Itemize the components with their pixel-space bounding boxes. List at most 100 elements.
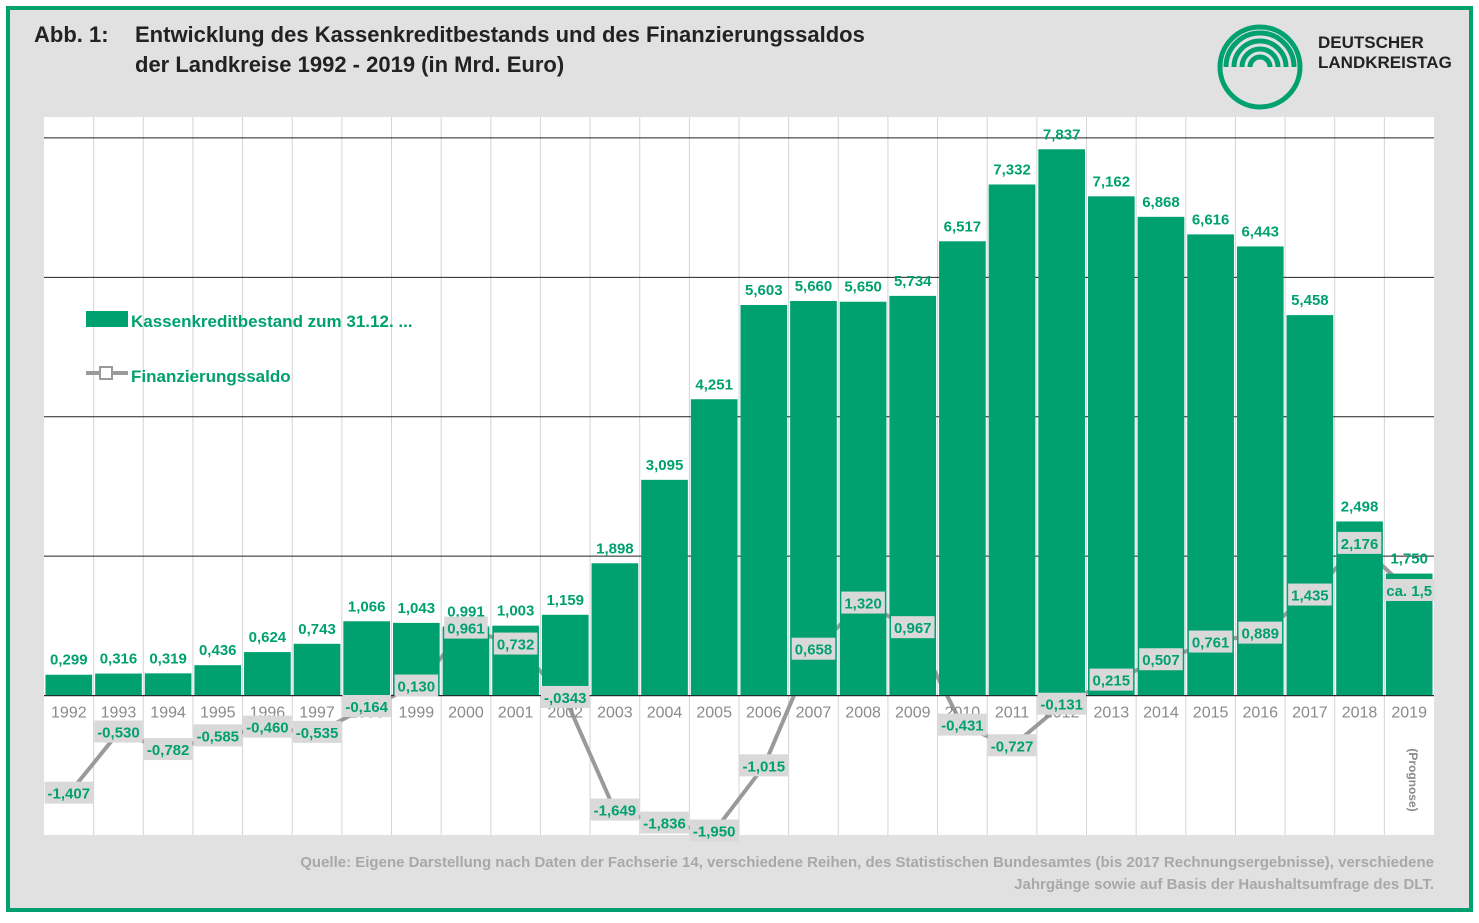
x-tick-label: 2009 xyxy=(895,705,931,722)
bar xyxy=(591,563,639,696)
line-label-box xyxy=(44,781,94,804)
line xyxy=(67,541,1411,834)
plot: 0,299 0,316 0,319 0,436 0,624 0,743 1,066 1,043… xyxy=(44,117,1436,842)
figure-label: Abb. 1: xyxy=(34,22,109,47)
line-label-box xyxy=(1139,648,1183,671)
line-label-box xyxy=(987,734,1037,757)
line-label-box xyxy=(292,720,342,743)
line-label-box xyxy=(1383,579,1436,602)
x-tick-label: 2007 xyxy=(796,705,832,722)
bar xyxy=(541,614,589,696)
line-label: 0,761 xyxy=(1192,635,1230,652)
bar-label: 7,162 xyxy=(1093,173,1131,190)
bar xyxy=(1038,149,1086,696)
x-tick-label: 2005 xyxy=(696,705,732,722)
chart-title: Entwicklung des Kassenkreditbestands und… xyxy=(135,22,865,47)
annotation: (Prognose) xyxy=(1406,748,1420,811)
bar xyxy=(740,305,788,696)
legend-label: Kassenkreditbestand zum 31.12. ... xyxy=(131,312,413,331)
bar xyxy=(95,673,142,696)
bar-label: 0,991 xyxy=(447,604,485,621)
legend-swatch xyxy=(86,311,128,327)
line-label: -0,460 xyxy=(246,720,289,737)
x-tick-label: 2004 xyxy=(647,705,683,722)
line-label: -0,431 xyxy=(941,718,984,735)
x-tick-label: 1995 xyxy=(200,705,236,722)
logo-text: LANDKREISTAG xyxy=(1318,53,1452,72)
bar xyxy=(293,643,341,696)
line-label: -1,649 xyxy=(594,803,637,820)
line-label: -0,585 xyxy=(196,728,239,745)
bar xyxy=(144,673,192,696)
x-tick-label: 1994 xyxy=(150,705,186,722)
bar xyxy=(839,301,887,696)
line-label-box xyxy=(841,591,885,614)
line-label: -1,407 xyxy=(48,786,91,803)
bar-label: 0,436 xyxy=(199,642,237,659)
logo-text: DEUTSCHER xyxy=(1318,33,1424,52)
x-tick-label: 2001 xyxy=(498,705,534,722)
line-label-box xyxy=(640,811,689,834)
line-label-box xyxy=(243,715,292,738)
line-label-box xyxy=(689,819,739,842)
line-label-box xyxy=(493,632,538,655)
line-label: 0,732 xyxy=(497,637,535,654)
legend-marker xyxy=(99,366,113,380)
line-label-box xyxy=(143,738,193,761)
chart-title: der Landkreise 1992 - 2019 (in Mrd. Euro… xyxy=(135,52,564,77)
bar-label: 5,650 xyxy=(844,279,882,296)
bar-label: 6,517 xyxy=(944,218,982,235)
bar-label: 0,319 xyxy=(149,650,187,667)
x-tick-label: 2003 xyxy=(597,705,633,722)
line-label-box xyxy=(1037,692,1086,715)
bar-label: 1,750 xyxy=(1390,551,1428,568)
bar-label: 1,003 xyxy=(497,603,535,620)
bar-label: 1,159 xyxy=(546,592,584,609)
line-label: -0,727 xyxy=(991,738,1034,755)
x-tick-label: 2008 xyxy=(845,705,881,722)
bar-label: 6,616 xyxy=(1192,211,1230,228)
line-label-box xyxy=(1288,583,1332,606)
line-label-box xyxy=(394,674,439,697)
line-label: -1,836 xyxy=(643,816,686,833)
line-label: 1,320 xyxy=(844,596,882,613)
line-label: -0,782 xyxy=(147,742,190,759)
bar xyxy=(244,652,291,696)
bar-label: 0,316 xyxy=(100,651,138,668)
x-tick-label: 2011 xyxy=(995,705,1030,722)
x-tick-label: 2002 xyxy=(547,705,583,722)
line-label-box xyxy=(791,637,836,660)
x-tick-label: 2013 xyxy=(1094,705,1130,722)
bar-label: 3,095 xyxy=(646,457,684,474)
line-label: 0,961 xyxy=(447,621,485,638)
bar-label: 4,251 xyxy=(695,376,733,393)
bar-label: 6,443 xyxy=(1241,223,1279,240)
bar xyxy=(45,674,93,696)
logo-mark xyxy=(1217,24,1303,110)
source: Jahrgänge sowie auf Basis der Haushaltsu… xyxy=(1014,876,1434,893)
line-label: -,0343 xyxy=(544,690,587,707)
line-label-box xyxy=(590,798,640,821)
line-label: 0,967 xyxy=(894,620,932,637)
line-label: -0,164 xyxy=(345,699,388,716)
bar xyxy=(1286,315,1334,696)
x-tick-label: 2014 xyxy=(1143,705,1179,722)
bar xyxy=(194,665,242,696)
x-tick-label: 2006 xyxy=(746,705,782,722)
bar xyxy=(939,241,986,696)
bar-label: 6,868 xyxy=(1142,194,1180,211)
x-tick-label: 1997 xyxy=(299,705,335,722)
bar xyxy=(988,184,1036,696)
line-label-box xyxy=(938,713,987,736)
x-tick-label: 1999 xyxy=(399,705,435,722)
bar-label: 7,332 xyxy=(993,161,1031,178)
bar xyxy=(1087,196,1135,696)
line-label: -0,131 xyxy=(1040,697,1083,714)
bar-label: 1,898 xyxy=(596,540,634,557)
bar-label: 1,066 xyxy=(348,598,386,615)
x-tick-label: 1992 xyxy=(51,705,87,722)
x-tick-label: 2000 xyxy=(448,705,484,722)
line-label: -0,535 xyxy=(296,725,339,742)
line-label-box xyxy=(1089,668,1134,691)
